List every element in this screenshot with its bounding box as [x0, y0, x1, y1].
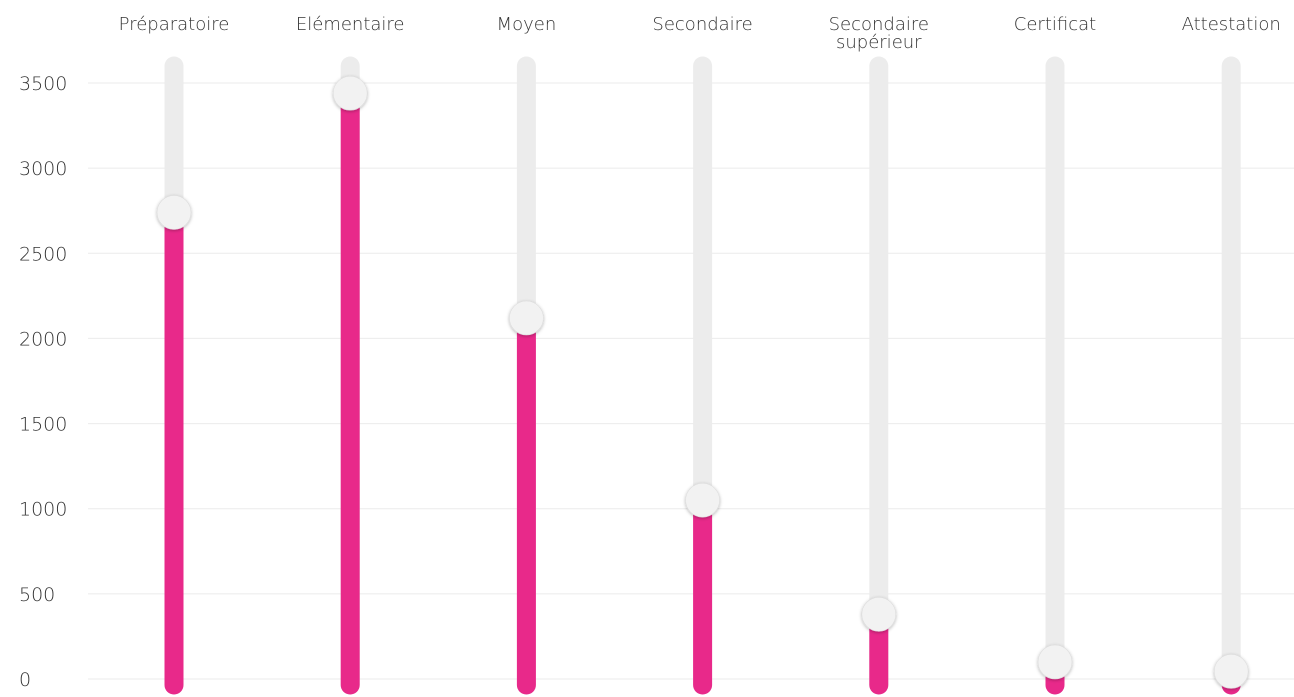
- bar-handle[interactable]: [509, 300, 544, 336]
- gridlines: [88, 82, 1294, 680]
- x-tick-label-line: Moyen: [497, 14, 557, 35]
- x-tick-label: Secondaire: [652, 14, 752, 35]
- x-tick-label: Préparatoire: [119, 14, 230, 35]
- x-tick-label: Elémentaire: [296, 14, 405, 35]
- bar-handle[interactable]: [1213, 654, 1249, 689]
- x-tick-label: Certificat: [1014, 14, 1096, 35]
- x-tick-label: Attestation: [1182, 14, 1281, 35]
- x-tick-label: Moyen: [497, 14, 557, 35]
- x-tick-label-line: Secondaire: [829, 14, 929, 35]
- y-tick-label: 500: [19, 584, 55, 606]
- x-tick-label-line: Secondaire: [652, 14, 752, 35]
- x-tick-label: Secondaire supérieur: [829, 14, 929, 53]
- y-tick-label: 3500: [19, 73, 67, 95]
- y-tick-label: 2500: [19, 243, 67, 265]
- y-tick-label: 2000: [19, 328, 67, 350]
- y-tick-label: 0: [19, 669, 31, 691]
- y-tick-label: 1000: [19, 499, 67, 521]
- bar-handle[interactable]: [332, 75, 368, 111]
- bar-handle[interactable]: [156, 195, 192, 230]
- x-axis: Préparatoire Elémentaire Moyen Secondaire Se…: [119, 14, 1281, 53]
- bar-handle[interactable]: [861, 596, 897, 632]
- y-tick-label: 1500: [19, 414, 67, 436]
- x-tick-label-line: Attestation: [1182, 14, 1281, 35]
- x-tick-label-line: Elémentaire: [296, 14, 405, 35]
- bars: [156, 56, 1249, 695]
- x-tick-label-line: supérieur: [836, 32, 922, 53]
- x-tick-label-line: Préparatoire: [119, 14, 230, 35]
- bar-handle[interactable]: [685, 482, 720, 518]
- y-tick-label: 3000: [19, 158, 67, 180]
- y-axis: 0 500 1000 1500 2000 2500 3000 3500: [19, 73, 67, 691]
- bar-handle[interactable]: [1037, 644, 1073, 680]
- x-tick-label-line: Certificat: [1014, 14, 1096, 35]
